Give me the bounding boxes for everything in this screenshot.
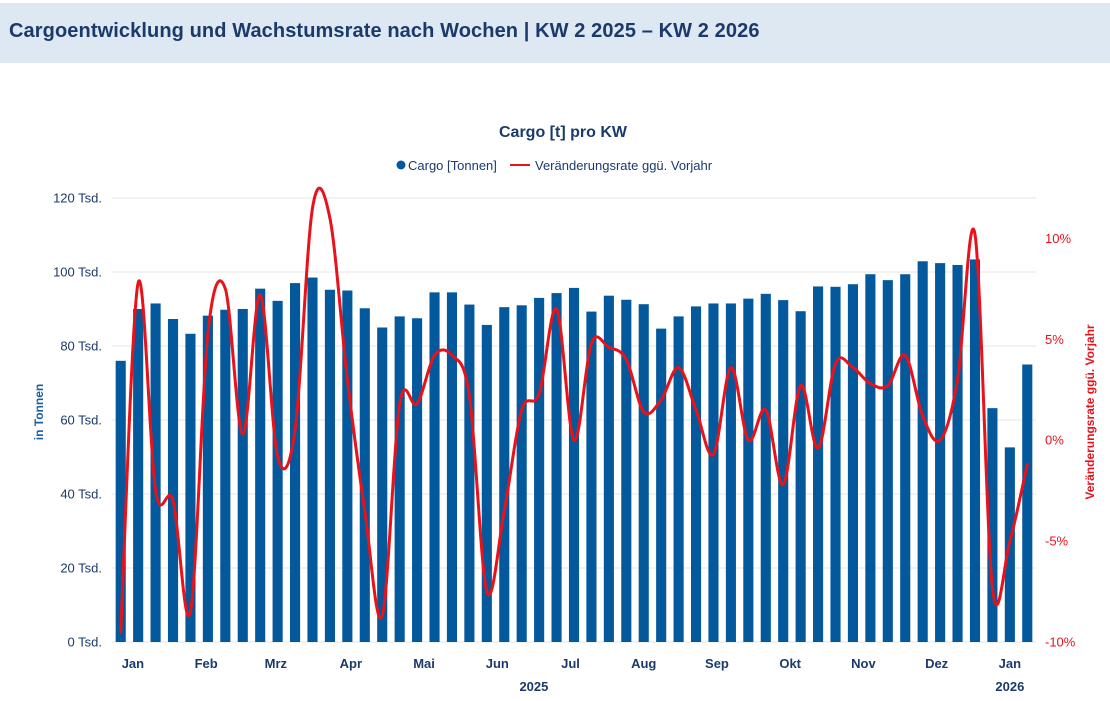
- bar: [795, 311, 806, 642]
- bar: [359, 308, 370, 642]
- x-month-label: Mrz: [265, 656, 288, 671]
- bar: [708, 303, 719, 642]
- y-left-tick-label: 80 Tsd.: [60, 339, 102, 354]
- y-axis-right: -10% -5% 0% 5% 10%: [1045, 231, 1076, 650]
- bar-series: [115, 259, 1033, 642]
- x-month-label: Jul: [561, 656, 580, 671]
- y-left-tick-label: 20 Tsd.: [60, 561, 102, 576]
- x-month-label: Jan: [999, 656, 1021, 671]
- x-month-label: Jan: [122, 656, 144, 671]
- bar: [865, 274, 876, 642]
- bar: [255, 288, 266, 642]
- x-month-label: Dez: [925, 656, 949, 671]
- bar: [900, 274, 911, 642]
- bar: [272, 300, 283, 642]
- y-left-tick-label: 40 Tsd.: [60, 487, 102, 502]
- bar: [220, 309, 231, 642]
- bar: [446, 292, 458, 642]
- bar: [603, 295, 614, 642]
- bar: [882, 280, 893, 642]
- bar: [830, 286, 841, 642]
- bar: [638, 304, 649, 642]
- bar: [621, 299, 632, 642]
- bar: [969, 259, 981, 642]
- chart-title: Cargo [t] pro KW: [499, 124, 628, 141]
- bar: [656, 328, 667, 642]
- bar: [202, 315, 213, 642]
- bar: [935, 263, 946, 642]
- bar: [237, 309, 248, 642]
- y-left-tick-label: 0 Tsd.: [68, 635, 102, 650]
- bar: [760, 293, 771, 642]
- bar: [847, 284, 858, 642]
- bar: [690, 306, 702, 642]
- bar: [568, 287, 580, 642]
- header-bar: Cargoentwicklung und Wachstumsrate nach …: [0, 3, 1110, 63]
- line-series: [119, 186, 1029, 634]
- x-month-label: Sep: [705, 656, 729, 671]
- bar: [516, 305, 527, 642]
- bar: [115, 360, 126, 642]
- x-year-label: 2026: [995, 679, 1024, 694]
- bar: [133, 309, 144, 642]
- y-right-tick-label: -5%: [1045, 534, 1069, 549]
- bar: [534, 297, 545, 642]
- bar: [987, 408, 998, 642]
- y-axis-left-title: in Tonnen: [32, 384, 46, 440]
- x-month-label: Feb: [195, 656, 218, 671]
- y-left-tick-label: 120 Tsd.: [53, 191, 102, 206]
- x-year-label: 2025: [519, 679, 548, 694]
- x-month-label: Mai: [413, 656, 435, 671]
- x-month-label: Nov: [851, 656, 876, 671]
- legend[interactable]: Cargo [Tonnen] Veränderungsrate ggü. Vor…: [396, 158, 713, 173]
- y-right-tick-label: -10%: [1045, 635, 1076, 650]
- x-month-label: Aug: [631, 656, 656, 671]
- growth-rate-line: [119, 186, 1029, 634]
- bar: [1022, 364, 1033, 642]
- bar: [429, 292, 440, 642]
- bar: [481, 324, 492, 642]
- bar: [290, 283, 301, 642]
- x-month-label: Okt: [779, 656, 801, 671]
- y-right-tick-label: 0%: [1045, 433, 1064, 448]
- bar: [673, 316, 684, 642]
- y-left-tick-label: 60 Tsd.: [60, 413, 102, 428]
- bar: [586, 311, 597, 642]
- legend-bar-label[interactable]: Cargo [Tonnen]: [408, 158, 497, 173]
- bar: [778, 300, 789, 642]
- page-title: Cargoentwicklung und Wachstumsrate nach …: [9, 20, 760, 42]
- y-axis-right-title: Veränderungsrate ggü. Vorjahr: [1083, 324, 1097, 499]
- y-left-tick-label: 100 Tsd.: [53, 265, 102, 280]
- bar: [551, 293, 562, 642]
- bar: [185, 333, 196, 642]
- bar: [342, 290, 353, 642]
- bar: [377, 327, 388, 642]
- y-right-tick-label: 10%: [1045, 231, 1071, 246]
- x-month-label: Apr: [340, 656, 362, 671]
- y-axis-left: 0 Tsd. 20 Tsd. 40 Tsd. 60 Tsd. 80 Tsd. 100 Ts…: [53, 191, 102, 650]
- bar: [167, 318, 179, 642]
- y-right-tick-label: 5%: [1045, 332, 1064, 347]
- bar: [743, 298, 754, 642]
- bar: [464, 304, 475, 642]
- bar: [394, 316, 405, 642]
- bar: [499, 307, 510, 642]
- legend-line-label[interactable]: Veränderungsrate ggü. Vorjahr: [535, 158, 713, 173]
- x-month-label: Jun: [486, 656, 509, 671]
- legend-bar-marker: [396, 160, 406, 170]
- bar: [813, 286, 824, 642]
- x-axis: Jan Feb Mrz Apr Mai Jun Jul Aug Sep Okt Nov Dez Jan 2…: [122, 656, 1025, 694]
- bar: [725, 303, 736, 642]
- bar: [324, 289, 335, 642]
- bar: [952, 264, 963, 642]
- bar: [307, 277, 318, 642]
- bar: [412, 318, 423, 642]
- bar: [150, 303, 161, 642]
- bar: [917, 261, 928, 642]
